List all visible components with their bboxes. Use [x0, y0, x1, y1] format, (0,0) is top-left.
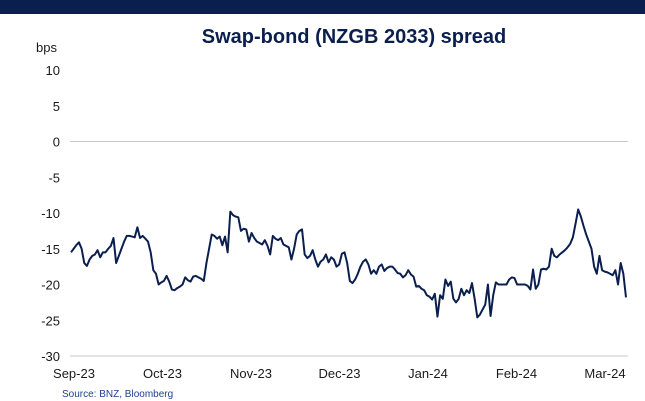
x-tick-label: Sep-23 [53, 366, 95, 381]
spread-series-line [70, 208, 627, 319]
header-bar [0, 0, 645, 14]
x-tick-label: Jan-24 [408, 366, 448, 381]
source-note: Source: BNZ, Bloomberg [62, 389, 173, 400]
y-tick-label: 0 [53, 135, 60, 150]
chart-title: Swap-bond (NZGB 2033) spread [202, 26, 507, 48]
x-axis-ticks: Sep-23 Oct-23 Nov-23 Dec-23 Jan-24 Feb-24 Mar-… [53, 366, 626, 381]
y-tick-label: 5 [53, 99, 60, 114]
y-axis-label: bps [36, 40, 57, 55]
y-tick-label: 10 [46, 63, 60, 78]
y-tick-label: -5 [48, 170, 60, 185]
x-tick-label: Nov-23 [230, 366, 272, 381]
y-tick-label: -25 [41, 313, 60, 328]
x-tick-label: Dec-23 [319, 366, 361, 381]
x-tick-label: Mar-24 [584, 366, 625, 381]
y-axis-ticks: 10 5 0 -5 -10 -15 -20 -25 -30 [41, 63, 60, 364]
y-tick-label: -20 [41, 278, 60, 293]
x-tick-label: Feb-24 [496, 366, 537, 381]
y-tick-label: -15 [41, 242, 60, 257]
x-tick-label: Oct-23 [143, 366, 182, 381]
y-tick-label: -30 [41, 349, 60, 364]
y-tick-label: -10 [41, 206, 60, 221]
